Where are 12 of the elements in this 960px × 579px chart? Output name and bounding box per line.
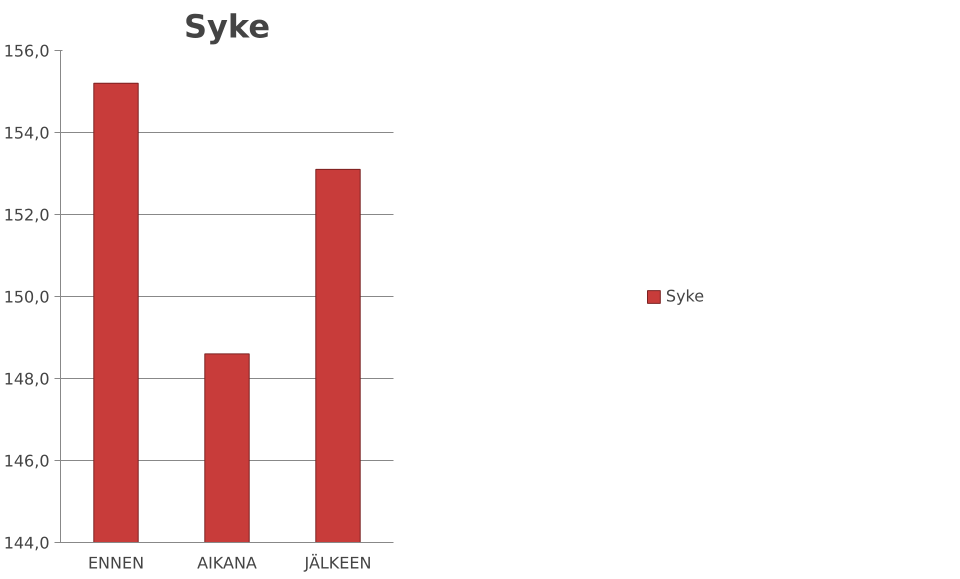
y-tick-label: 146,0 (4, 452, 50, 470)
chart-title: Syke (184, 8, 270, 46)
legend-label: Syke (666, 286, 704, 306)
x-tick-label: JÄLKEEN (304, 554, 372, 572)
x-tick-label: AIKANA (197, 554, 257, 572)
y-tick-label: 154,0 (4, 124, 50, 142)
y-tick-label: 156,0 (4, 42, 50, 60)
y-tick-label: 150,0 (4, 288, 50, 306)
y-tick-label: 152,0 (4, 206, 50, 224)
y-tick-label: 144,0 (4, 534, 50, 552)
x-tick-label: ENNEN (88, 554, 144, 572)
y-tick-label: 148,0 (4, 370, 50, 388)
